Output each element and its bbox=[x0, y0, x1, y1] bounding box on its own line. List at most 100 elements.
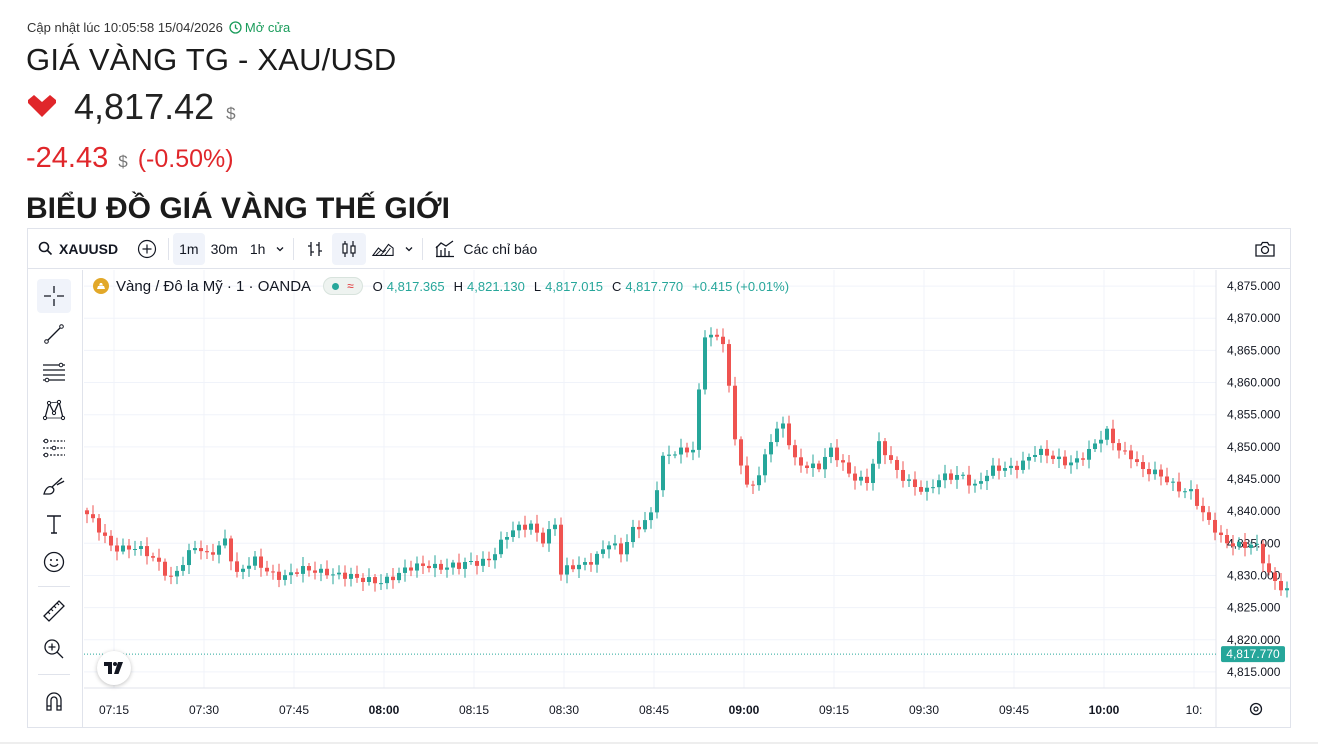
candle-body bbox=[211, 552, 215, 555]
candle-body bbox=[463, 561, 467, 569]
compare-symbol-button[interactable] bbox=[130, 233, 164, 265]
candle bbox=[259, 548, 263, 577]
grid-lines bbox=[84, 270, 1216, 688]
candle-body bbox=[529, 523, 533, 530]
interval-1h-button[interactable]: 1h bbox=[249, 240, 266, 257]
candle-body bbox=[1183, 491, 1187, 493]
pattern-tool[interactable] bbox=[37, 393, 71, 427]
interval-dropdown-button[interactable] bbox=[271, 233, 289, 265]
candle-body bbox=[703, 337, 707, 390]
candle-body bbox=[751, 484, 755, 486]
candle bbox=[121, 538, 125, 555]
candle-body bbox=[685, 447, 689, 453]
chart-type-dropdown-button[interactable] bbox=[400, 233, 418, 265]
candle-body bbox=[1081, 458, 1085, 460]
price-chart[interactable]: 4,875.000 4,870.000 4,865.000 4,860.000 4,85… bbox=[84, 270, 1291, 728]
candle-body bbox=[781, 423, 785, 429]
candle-body bbox=[139, 546, 143, 550]
candle-body bbox=[1069, 462, 1073, 466]
candle bbox=[493, 547, 497, 569]
candle-body bbox=[355, 573, 359, 578]
candle-body bbox=[589, 562, 593, 565]
candle bbox=[103, 523, 107, 544]
magnet-icon bbox=[46, 692, 62, 711]
candle bbox=[223, 529, 227, 549]
candle bbox=[523, 515, 527, 538]
candle bbox=[697, 383, 701, 458]
candle-body bbox=[1225, 535, 1229, 544]
market-status-badge[interactable]: ≈ bbox=[323, 277, 363, 295]
candle-body bbox=[187, 550, 191, 566]
candle bbox=[253, 550, 257, 571]
candle bbox=[1195, 484, 1199, 510]
candle bbox=[301, 557, 305, 583]
candle bbox=[1213, 512, 1217, 541]
area-chart-style-button[interactable] bbox=[366, 233, 400, 265]
projection-tool[interactable] bbox=[37, 431, 71, 465]
emoji-tool[interactable] bbox=[37, 545, 71, 579]
candle-body bbox=[1087, 449, 1091, 460]
candle-body bbox=[937, 480, 941, 488]
tradingview-logo[interactable] bbox=[97, 651, 131, 685]
candle bbox=[1099, 430, 1103, 453]
candle-body bbox=[271, 571, 275, 573]
candle-body bbox=[823, 456, 827, 470]
candle-body bbox=[829, 447, 833, 457]
interval-30m-button[interactable]: 30m bbox=[210, 240, 238, 257]
candle-body bbox=[763, 454, 767, 476]
time-tick-label: 10: bbox=[1186, 703, 1203, 717]
magnet-tool[interactable] bbox=[37, 684, 71, 718]
time-tick-label: 07:30 bbox=[189, 703, 219, 717]
candle-body bbox=[1243, 541, 1247, 548]
axis-settings-icon bbox=[1249, 702, 1263, 716]
candle-body bbox=[1267, 563, 1271, 573]
candle-body bbox=[469, 561, 473, 563]
ohlc-bars-icon bbox=[308, 241, 323, 256]
price-tick-label: 4,865.000 bbox=[1227, 343, 1281, 357]
candle bbox=[115, 537, 119, 561]
candle-body bbox=[1189, 489, 1193, 492]
candle bbox=[745, 456, 749, 488]
trend-line-tool[interactable] bbox=[37, 317, 71, 351]
candle-body bbox=[121, 545, 125, 552]
zoom-in-tool[interactable] bbox=[37, 632, 71, 666]
candle-body bbox=[1111, 428, 1115, 444]
candle bbox=[373, 573, 377, 592]
candle-body bbox=[1279, 581, 1283, 591]
brush-tool[interactable] bbox=[37, 469, 71, 503]
candle bbox=[961, 472, 965, 480]
bar-chart-style-button[interactable] bbox=[298, 233, 332, 265]
candle-body bbox=[553, 524, 557, 530]
candle-chart-style-button[interactable] bbox=[332, 232, 367, 265]
indicators-button[interactable]: Các chỉ báo bbox=[427, 233, 545, 265]
candle bbox=[919, 480, 923, 495]
candle bbox=[817, 460, 821, 473]
candle bbox=[883, 437, 887, 465]
candle bbox=[679, 438, 683, 464]
candle-body bbox=[475, 561, 479, 566]
candle-body bbox=[925, 487, 929, 492]
candle bbox=[145, 537, 149, 565]
candle bbox=[643, 512, 647, 533]
candle-body bbox=[1027, 456, 1031, 461]
fib-levels-tool[interactable] bbox=[37, 355, 71, 389]
candle-body bbox=[1147, 468, 1151, 475]
candle bbox=[1273, 567, 1277, 590]
candle-body bbox=[1255, 543, 1259, 545]
price-tick-label: 4,855.000 bbox=[1227, 408, 1281, 422]
candle-body bbox=[1171, 481, 1175, 483]
candle bbox=[355, 565, 359, 583]
candle bbox=[1135, 451, 1139, 467]
candle bbox=[655, 481, 659, 519]
candle-body bbox=[721, 336, 725, 345]
symbol-search-button[interactable]: XAUUSD bbox=[28, 233, 130, 265]
time-tick-label: 07:45 bbox=[279, 703, 309, 717]
ruler-tool[interactable] bbox=[37, 594, 71, 628]
candle bbox=[841, 454, 845, 471]
candle bbox=[229, 535, 233, 571]
interval-1m-button[interactable]: 1m bbox=[173, 232, 205, 265]
candle-body bbox=[913, 479, 917, 487]
snapshot-button[interactable] bbox=[1248, 233, 1282, 265]
crosshair-tool[interactable] bbox=[37, 279, 71, 313]
text-tool[interactable] bbox=[37, 507, 71, 541]
